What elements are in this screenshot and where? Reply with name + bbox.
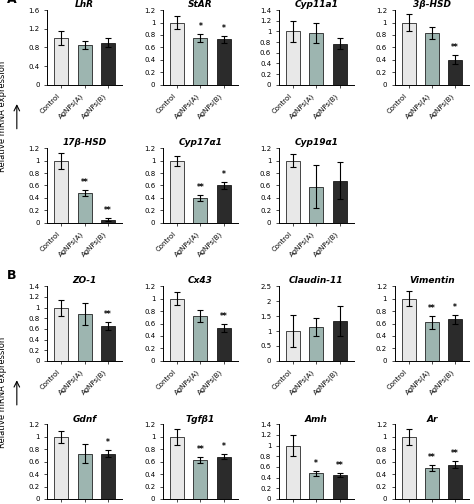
Bar bbox=[401, 23, 416, 85]
Bar bbox=[309, 186, 323, 223]
Text: B: B bbox=[7, 269, 17, 282]
Bar bbox=[425, 33, 439, 85]
Bar bbox=[286, 31, 300, 85]
Bar bbox=[101, 326, 115, 361]
Title: Vimentin: Vimentin bbox=[409, 277, 455, 285]
Bar bbox=[333, 475, 346, 499]
Bar bbox=[333, 44, 346, 85]
Bar bbox=[170, 161, 184, 223]
Bar bbox=[333, 321, 346, 361]
Title: StAR: StAR bbox=[188, 1, 213, 9]
Text: *: * bbox=[314, 459, 318, 468]
Title: Cyp17α1: Cyp17α1 bbox=[179, 139, 222, 147]
Text: **: ** bbox=[197, 183, 204, 192]
Bar bbox=[217, 185, 231, 223]
Bar bbox=[217, 457, 231, 499]
Bar bbox=[170, 437, 184, 499]
Text: **: ** bbox=[81, 178, 89, 187]
Bar bbox=[55, 307, 68, 361]
Bar bbox=[448, 60, 462, 85]
Bar bbox=[309, 327, 323, 361]
Title: 17β-HSD: 17β-HSD bbox=[63, 139, 107, 147]
Title: Cyp11a1: Cyp11a1 bbox=[294, 1, 338, 9]
Bar bbox=[78, 193, 92, 223]
Text: **: ** bbox=[451, 43, 459, 52]
Bar bbox=[55, 38, 68, 85]
Title: Gdnf: Gdnf bbox=[73, 415, 97, 423]
Text: Relative mRNA expression: Relative mRNA expression bbox=[0, 61, 7, 172]
Title: ZO-1: ZO-1 bbox=[73, 277, 97, 285]
Bar bbox=[193, 316, 208, 361]
Text: Relative mRNA expression: Relative mRNA expression bbox=[0, 337, 7, 448]
Text: *: * bbox=[222, 170, 226, 179]
Text: **: ** bbox=[197, 445, 204, 454]
Bar bbox=[286, 331, 300, 361]
Bar bbox=[170, 299, 184, 361]
Text: **: ** bbox=[451, 449, 459, 458]
Title: LhR: LhR bbox=[75, 1, 94, 9]
Bar bbox=[286, 161, 300, 223]
Text: *: * bbox=[106, 438, 110, 448]
Bar bbox=[193, 38, 208, 85]
Text: **: ** bbox=[104, 310, 112, 319]
Bar bbox=[309, 33, 323, 85]
Bar bbox=[101, 454, 115, 499]
Bar bbox=[217, 328, 231, 361]
Text: **: ** bbox=[220, 312, 228, 321]
Bar bbox=[286, 446, 300, 499]
Text: *: * bbox=[453, 303, 457, 312]
Text: **: ** bbox=[336, 461, 343, 470]
Bar bbox=[309, 473, 323, 499]
Title: Cx43: Cx43 bbox=[188, 277, 213, 285]
Bar bbox=[425, 468, 439, 499]
Bar bbox=[78, 45, 92, 85]
Title: 3β-HSD: 3β-HSD bbox=[413, 1, 451, 9]
Bar bbox=[448, 319, 462, 361]
Bar bbox=[170, 23, 184, 85]
Bar bbox=[78, 314, 92, 361]
Bar bbox=[193, 460, 208, 499]
Title: Claudin-11: Claudin-11 bbox=[289, 277, 344, 285]
Title: Cyp19α1: Cyp19α1 bbox=[294, 139, 338, 147]
Bar bbox=[193, 198, 208, 223]
Bar bbox=[55, 161, 68, 223]
Text: *: * bbox=[222, 24, 226, 33]
Bar bbox=[101, 220, 115, 223]
Bar bbox=[333, 180, 346, 223]
Title: Amh: Amh bbox=[305, 415, 328, 423]
Text: *: * bbox=[199, 22, 202, 31]
Bar bbox=[448, 465, 462, 499]
Bar bbox=[78, 454, 92, 499]
Text: **: ** bbox=[428, 304, 436, 313]
Title: Tgfβ1: Tgfβ1 bbox=[186, 415, 215, 423]
Text: **: ** bbox=[104, 207, 112, 215]
Bar bbox=[217, 39, 231, 85]
Text: **: ** bbox=[428, 453, 436, 462]
Text: *: * bbox=[222, 442, 226, 451]
Bar bbox=[55, 437, 68, 499]
Bar bbox=[401, 299, 416, 361]
Bar bbox=[425, 323, 439, 361]
Title: Ar: Ar bbox=[426, 415, 438, 423]
Text: A: A bbox=[7, 0, 17, 6]
Bar bbox=[401, 437, 416, 499]
Bar bbox=[101, 43, 115, 85]
